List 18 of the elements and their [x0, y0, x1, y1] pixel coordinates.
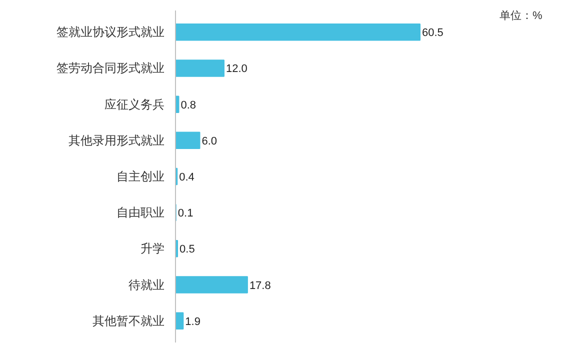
data-label: 0.5: [180, 244, 195, 256]
y-tick-label: 自主创业: [116, 170, 164, 184]
y-tick-label: 应征义务兵: [104, 97, 164, 112]
y-tick-label: 待就业: [128, 278, 164, 292]
data-label: 12.0: [226, 63, 248, 76]
data-label: 0.8: [180, 99, 196, 112]
y-tick-label: 签就业协议形式就业: [56, 25, 164, 40]
data-label: 6.0: [202, 135, 218, 148]
data-label: 17.8: [249, 280, 271, 292]
y-tick-label: 其他暂不就业: [92, 314, 164, 328]
data-label: 0.4: [179, 172, 194, 184]
data-label: 1.9: [185, 316, 200, 328]
y-tick-label: 升学: [140, 242, 164, 256]
data-label: 60.5: [422, 27, 444, 40]
y-tick-label: 其他录用形式就业: [68, 133, 164, 148]
y-tick-label: 签劳动合同形式就业: [56, 61, 164, 76]
y-tick-label: 自由职业: [116, 206, 164, 220]
data-label: 0.1: [178, 208, 194, 220]
